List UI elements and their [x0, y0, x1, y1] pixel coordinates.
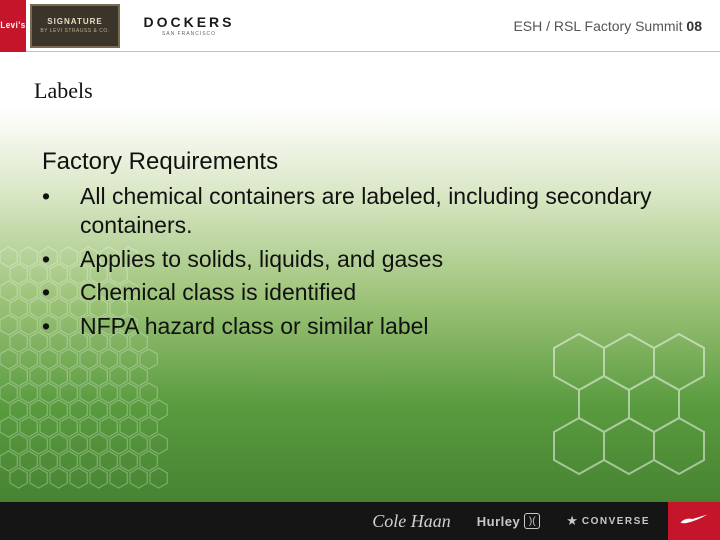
- slide-title-row: Labels: [34, 78, 93, 104]
- bullet-icon: •: [42, 245, 80, 274]
- converse-logo: ★ CONVERSE: [566, 513, 650, 529]
- dockers-logo: DOCKERS SAN FRANCISCO: [124, 4, 254, 48]
- slide-title: Labels: [34, 78, 93, 103]
- signature-line2: BY LEVI STRAUSS & CO.: [40, 28, 109, 34]
- bullet-text: Chemical class is identified: [80, 278, 680, 307]
- signature-logo: SIGNATURE BY LEVI STRAUSS & CO.: [30, 4, 120, 48]
- hex-pattern-right: [524, 328, 714, 498]
- bullet-text: NFPA hazard class or similar label: [80, 312, 680, 341]
- colehaan-logo: Cole Haan: [372, 511, 451, 532]
- levis-logo: Levi's: [0, 0, 26, 52]
- footer-bar: Cole Haan Hurley )( ★ CONVERSE: [0, 502, 720, 540]
- bullet-icon: •: [42, 312, 80, 341]
- dockers-line2: SAN FRANCISCO: [162, 31, 216, 37]
- bullet-text: Applies to solids, liquids, and gases: [80, 245, 680, 274]
- slide-body: Factory Requirements •All chemical conta…: [42, 148, 680, 345]
- bullet-icon: •: [42, 182, 80, 241]
- list-item: •NFPA hazard class or similar label: [42, 312, 680, 341]
- bullet-text: All chemical containers are labeled, inc…: [80, 182, 680, 241]
- slide: Levi's SIGNATURE BY LEVI STRAUSS & CO. D…: [0, 0, 720, 540]
- summit-year: 08: [686, 18, 702, 34]
- list-item: •Chemical class is identified: [42, 278, 680, 307]
- signature-line1: SIGNATURE: [47, 17, 103, 26]
- hurley-logo: Hurley )(: [477, 513, 540, 529]
- list-item: •All chemical containers are labeled, in…: [42, 182, 680, 241]
- levis-logo-text: Levi's: [0, 21, 25, 31]
- nike-swoosh-icon: [679, 512, 709, 531]
- summit-prefix: ESH / RSL Factory Summit: [513, 18, 686, 34]
- list-item: •Applies to solids, liquids, and gases: [42, 245, 680, 274]
- hurley-icon: )(: [524, 513, 540, 529]
- bullet-icon: •: [42, 278, 80, 307]
- dockers-line1: DOCKERS: [143, 14, 234, 30]
- converse-text: CONVERSE: [582, 516, 650, 527]
- footer-dark: Cole Haan Hurley )( ★ CONVERSE: [0, 502, 668, 540]
- header-bar: Levi's SIGNATURE BY LEVI STRAUSS & CO. D…: [0, 0, 720, 52]
- summit-label: ESH / RSL Factory Summit 08: [513, 18, 720, 34]
- requirements-heading: Factory Requirements: [42, 148, 680, 176]
- footer-red: [668, 502, 720, 540]
- hurley-text: Hurley: [477, 514, 520, 529]
- bullet-list: •All chemical containers are labeled, in…: [42, 182, 680, 341]
- converse-star-icon: ★: [566, 513, 578, 529]
